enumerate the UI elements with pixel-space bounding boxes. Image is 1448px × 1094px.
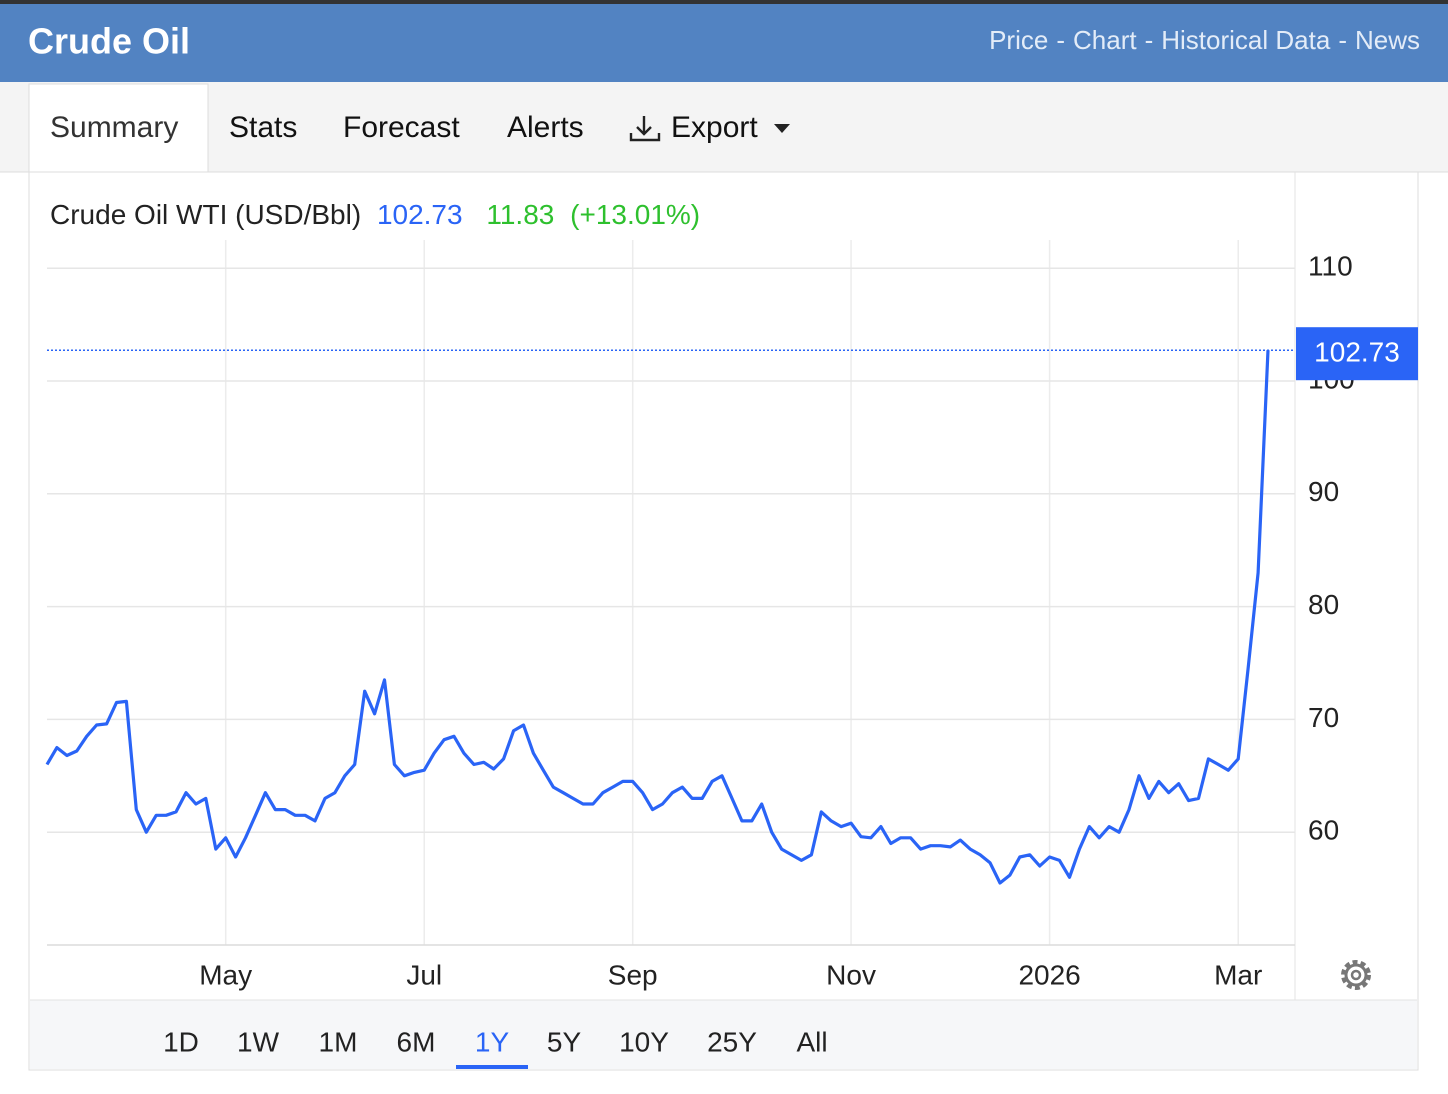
nav-link[interactable]: Chart (1073, 25, 1137, 55)
y-tick-label: 60 (1308, 815, 1339, 846)
range-underline (456, 1065, 528, 1069)
nav-link[interactable]: News (1355, 25, 1420, 55)
last-price-label: 102.73 (1314, 337, 1400, 368)
range-button[interactable]: 5Y (547, 1026, 582, 1057)
x-tick-label: 2026 (1018, 959, 1080, 990)
nav-separator: - (1056, 25, 1065, 55)
nav-link[interactable]: Price (989, 25, 1048, 55)
range-button[interactable]: All (796, 1026, 827, 1057)
range-button[interactable]: 1M (319, 1026, 358, 1057)
range-button[interactable]: 1Y (475, 1026, 510, 1057)
y-tick-label: 70 (1308, 702, 1339, 733)
export-icon (629, 116, 661, 142)
range-button[interactable]: 6M (397, 1026, 436, 1057)
x-tick-label: Mar (1214, 959, 1262, 990)
x-tick-label: Jul (406, 959, 442, 990)
price: 102.73 (377, 199, 463, 230)
y-tick-label: 80 (1308, 589, 1339, 620)
tab[interactable]: Export (671, 111, 758, 144)
y-tick-label: 90 (1308, 476, 1339, 507)
tab[interactable]: Forecast (343, 111, 460, 144)
change: 11.83 (486, 199, 554, 230)
nav-links: Price - Chart - Historical Data - News (989, 25, 1420, 55)
active-tab (28, 83, 209, 177)
range-button[interactable]: 1D (163, 1026, 199, 1057)
range-button[interactable]: 10Y (619, 1026, 669, 1057)
tab[interactable]: Stats (229, 111, 297, 144)
chart-title: Crude Oil WTI (USD/Bbl) (50, 199, 361, 230)
chart-panel (28, 171, 1419, 1071)
last-price-tag (1296, 327, 1418, 381)
range-button[interactable]: 25Y (707, 1026, 757, 1057)
tab-bar (0, 82, 1448, 172)
nav-separator: - (1145, 25, 1154, 55)
chart-header: Crude Oil WTI (USD/Bbl) 102.73 11.83 (+1… (50, 199, 700, 230)
nav-separator: - (1338, 25, 1347, 55)
page-title: Crude Oil (28, 21, 190, 62)
price-line (45, 350, 1270, 885)
top-edge (0, 0, 1448, 4)
header-bar (0, 4, 1448, 82)
y-tick-label: 110 (1308, 251, 1353, 282)
range-button[interactable]: 1W (237, 1026, 280, 1057)
range-bar (30, 1000, 1417, 1069)
tab[interactable]: Alerts (507, 111, 584, 144)
nav-link[interactable]: Historical Data (1161, 25, 1331, 55)
change-pct: (+13.01%) (570, 199, 700, 230)
x-tick-label: Sep (608, 959, 658, 990)
x-tick-label: Nov (826, 959, 876, 990)
x-tick-label: May (199, 959, 252, 990)
export-caret (774, 124, 790, 133)
settings-icon[interactable] (1341, 960, 1371, 990)
tab[interactable]: Summary (50, 111, 178, 144)
